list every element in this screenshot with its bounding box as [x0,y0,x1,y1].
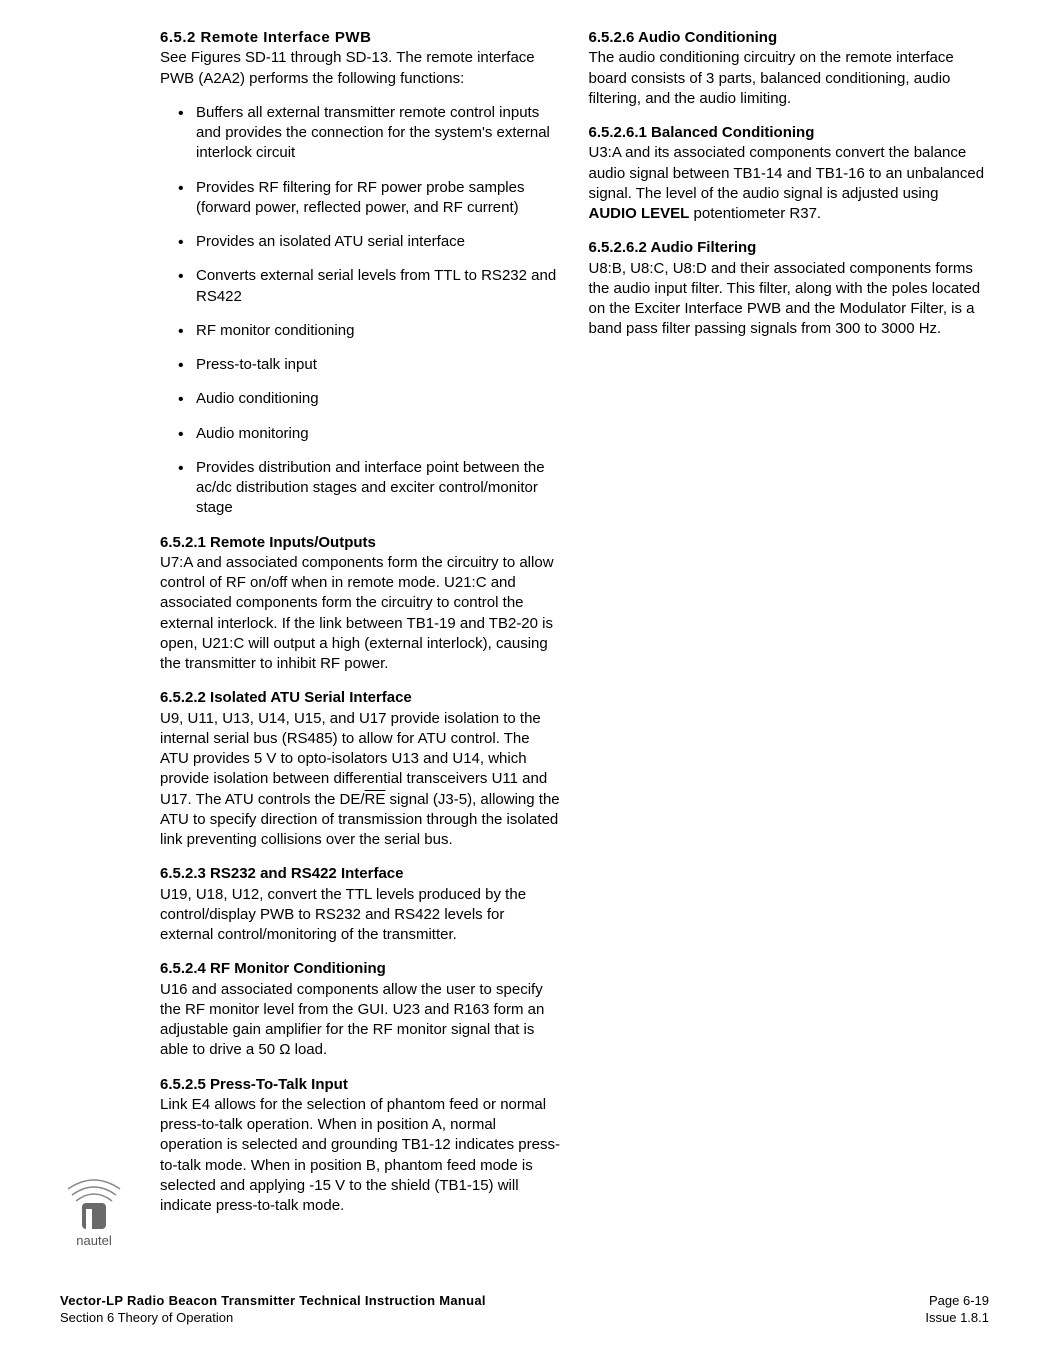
footer-page: Page 6-19 [925,1292,989,1310]
heading-6-5-2-1: 6.5.2.1 Remote Inputs/Outputs [160,533,561,553]
heading-6-5-2-3: 6.5.2.3 RS232 and RS422 Interface [160,864,561,884]
body-overline: RE [365,791,386,808]
heading-6-5-2-4: 6.5.2.4 RF Monitor Conditioning [160,959,561,979]
bullet-item: Press-to-talk input [178,355,561,375]
footer-right: Page 6-19 Issue 1.8.1 [925,1292,989,1327]
heading-6-5-2-2: 6.5.2.2 Isolated ATU Serial Interface [160,688,561,708]
bullet-item: RF monitor conditioning [178,321,561,341]
body-6-5-2-4: U16 and associated components allow the … [160,980,561,1061]
body-6-5-2-5: Link E4 allows for the selection of phan… [160,1095,561,1217]
footer-manual-title: Vector-LP Radio Beacon Transmitter Techn… [60,1292,486,1310]
body-6-5-2-2: U9, U11, U13, U14, U15, and U17 provide … [160,709,561,851]
two-column-text: 6.5.2 Remote Interface PWB See Figures S… [160,28,989,1253]
body-post: potentiometer R37. [689,205,821,222]
footer-issue: Issue 1.8.1 [925,1309,989,1327]
heading-6-5-2-6: 6.5.2.6 Audio Conditioning [589,28,990,48]
section-6-5-2-4: 6.5.2.4 RF Monitor Conditioning U16 and … [160,959,561,1060]
margin-column: nautel [60,28,140,1253]
heading-6-5-2-6-1: 6.5.2.6.1 Balanced Conditioning [589,123,990,143]
bullet-item: Audio conditioning [178,389,561,409]
intro-6-5-2: See Figures SD-11 through SD-13. The rem… [160,48,561,89]
body-6-5-2-1: U7:A and associated components form the … [160,553,561,675]
bullet-item: Provides RF filtering for RF power probe… [178,178,561,219]
section-6-5-2-2: 6.5.2.2 Isolated ATU Serial Interface U9… [160,688,561,850]
heading-6-5-2-5: 6.5.2.5 Press-To-Talk Input [160,1075,561,1095]
bullet-item: Provides distribution and interface poin… [178,458,561,519]
section-6-5-2-6-1: 6.5.2.6.1 Balanced Conditioning U3:A and… [589,123,990,224]
body-pre: U3:A and its associated components conve… [589,144,985,202]
footer-left: Vector-LP Radio Beacon Transmitter Techn… [60,1292,486,1327]
heading-6-5-2-6-2: 6.5.2.6.2 Audio Filtering [589,238,990,258]
body-6-5-2-6: The audio conditioning circuitry on the … [589,48,990,109]
bullet-item: Audio monitoring [178,424,561,444]
heading-6-5-2: 6.5.2 Remote Interface PWB [160,28,561,48]
body-6-5-2-6-2: U8:B, U8:C, U8:D and their associated co… [589,259,990,340]
section-6-5-2-5: 6.5.2.5 Press-To-Talk Input Link E4 allo… [160,1075,561,1217]
body-bold: AUDIO LEVEL [589,205,690,222]
nautel-logo: nautel [60,1169,128,1253]
section-6-5-2-6: 6.5.2.6 Audio Conditioning The audio con… [589,28,990,109]
bullet-list-6-5-2: Buffers all external transmitter remote … [160,103,561,519]
section-6-5-2: 6.5.2 Remote Interface PWB See Figures S… [160,28,561,89]
page-footer: Vector-LP Radio Beacon Transmitter Techn… [60,1292,989,1327]
bullet-item: Provides an isolated ATU serial interfac… [178,232,561,252]
section-6-5-2-6-2: 6.5.2.6.2 Audio Filtering U8:B, U8:C, U8… [589,238,990,339]
logo-text: nautel [76,1233,112,1247]
bullet-item: Converts external serial levels from TTL… [178,266,561,307]
body-6-5-2-6-1: U3:A and its associated components conve… [589,143,990,224]
section-6-5-2-1: 6.5.2.1 Remote Inputs/Outputs U7:A and a… [160,533,561,675]
body-6-5-2-3: U19, U18, U12, convert the TTL levels pr… [160,885,561,946]
section-6-5-2-3: 6.5.2.3 RS232 and RS422 Interface U19, U… [160,864,561,945]
bullet-item: Buffers all external transmitter remote … [178,103,561,164]
page-content: nautel 6.5.2 Remote Interface PWB See Fi… [60,28,989,1253]
footer-section: Section 6 Theory of Operation [60,1309,486,1327]
nautel-logo-icon: nautel [60,1169,128,1247]
